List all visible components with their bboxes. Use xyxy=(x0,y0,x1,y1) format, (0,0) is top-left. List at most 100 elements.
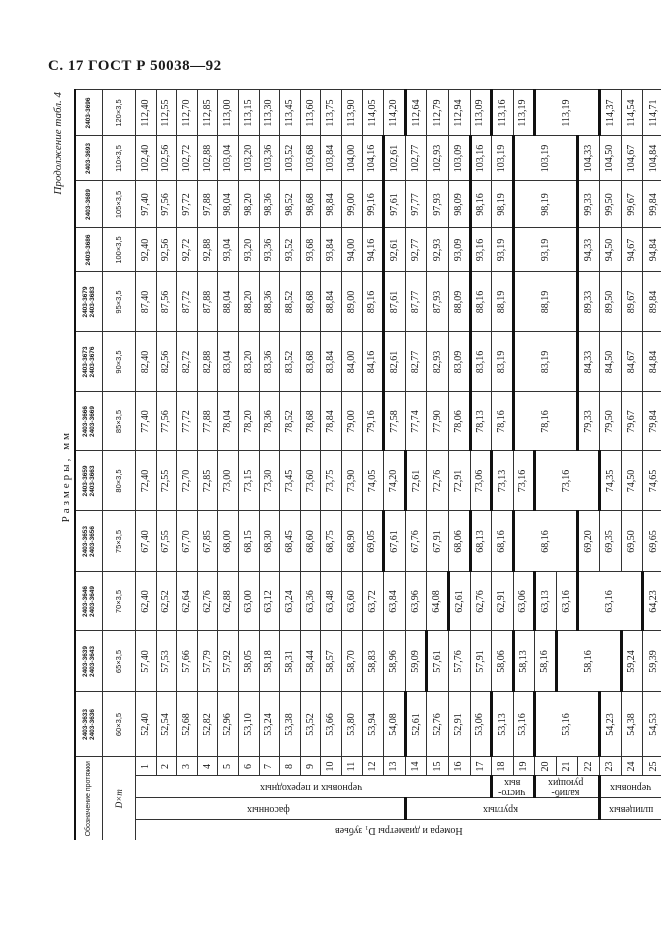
table-caption: Продолжение табл. 4 xyxy=(52,92,64,195)
diameter-cell: 98,52 xyxy=(279,181,301,228)
diameter-cell: 72,91 xyxy=(448,451,470,511)
row-number: 6 xyxy=(238,757,260,776)
diameter-cell: 113,16 xyxy=(491,90,514,136)
diameter-cell: 112,55 xyxy=(156,90,177,136)
diameter-cell: 72,55 xyxy=(156,451,177,511)
row-number: 2 xyxy=(156,757,177,776)
table-row: 5 52,96 57,92 62,88 68,00 73,00 78,04 83,04 88,0… xyxy=(217,90,239,840)
table-row: 2 52,54 57,53 62,52 67,55 72,55 77,56 82,56 87,5… xyxy=(156,90,177,840)
diameter-cell: 53,38 xyxy=(279,692,301,757)
diameter-cell: 74,50 xyxy=(621,451,643,511)
diameter-cell: 63,06 xyxy=(513,572,535,631)
designation-code: 2403-3639 xyxy=(81,645,89,678)
diameter-cell: 104,16 xyxy=(362,136,384,181)
merged-diameter-cell: 113,19 xyxy=(534,90,600,136)
diameter-cell: 53,24 xyxy=(259,692,280,757)
column-size: 65×3,5 xyxy=(102,631,136,692)
diameter-cell: 103,16 xyxy=(470,136,492,181)
merged-diameter-cell: 78,16 xyxy=(513,392,578,451)
diameter-cell: 77,90 xyxy=(426,392,449,451)
diameter-cell: 62,52 xyxy=(156,572,177,631)
diameter-cell: 63,00 xyxy=(238,572,260,631)
diameter-cell: 94,16 xyxy=(362,228,384,272)
row-number: 4 xyxy=(197,757,218,776)
size-header-label: D×m xyxy=(102,757,136,840)
column-designation: 2403-3653 2403-3656 xyxy=(75,511,103,572)
column-designation: 2403-3673 2403-3676 xyxy=(75,332,103,392)
column-designation: 2403-3639 2403-3643 xyxy=(75,631,103,692)
diameter-cell: 57,66 xyxy=(176,631,198,692)
diameter-cell: 93,20 xyxy=(238,228,260,272)
column-size: 105×3,5 xyxy=(102,181,136,228)
diameter-cell: 82,88 xyxy=(197,332,218,392)
merged-diameter-cell: 103,19 xyxy=(513,136,578,181)
diameter-cell: 83,09 xyxy=(448,332,470,392)
diameter-cell: 73,06 xyxy=(470,451,492,511)
diameter-cell: 78,36 xyxy=(259,392,280,451)
column-size: 110×3,5 xyxy=(102,136,136,181)
diameter-cell: 79,33 xyxy=(577,392,600,451)
diameter-cell: 67,40 xyxy=(135,511,157,572)
diameter-cell: 84,00 xyxy=(341,332,363,392)
table-row: 25 54,53 59,39 64,23 69,65 74,65 79,84 84,84 89,… xyxy=(642,90,661,840)
dimensions-label: Размеры, мм xyxy=(60,430,72,523)
row-number: 3 xyxy=(176,757,198,776)
designation-code: 2403-3633 xyxy=(81,708,89,741)
tooth-purpose-group-label: черновых xyxy=(610,782,652,793)
diameter-cell: 97,72 xyxy=(176,181,198,228)
diameter-cell: 63,60 xyxy=(341,572,363,631)
diameter-cell: 82,77 xyxy=(405,332,427,392)
row-number: 14 xyxy=(405,757,427,776)
diameter-cell: 62,88 xyxy=(217,572,239,631)
diameter-cell: 84,50 xyxy=(599,332,622,392)
diameter-cell: 93,04 xyxy=(217,228,239,272)
designation-header-label: Обозначение протяжки xyxy=(75,757,103,840)
diameter-cell: 54,23 xyxy=(599,692,622,757)
diameter-cell: 99,33 xyxy=(577,181,600,228)
column-size: 75×3,5 xyxy=(102,511,136,572)
diameter-cell: 83,16 xyxy=(470,332,492,392)
diameter-cell: 79,00 xyxy=(341,392,363,451)
tooth-type-group-label: круглых xyxy=(483,804,519,815)
diameter-cell: 57,53 xyxy=(156,631,177,692)
column-designation: 2403-3659 2403-3663 xyxy=(75,451,103,511)
page-header: С. 17 ГОСТ Р 50038—92 xyxy=(48,58,222,74)
designation-code: 2403-3696 xyxy=(85,97,93,129)
diameter-cell: 98,36 xyxy=(259,181,280,228)
diameter-cell: 52,61 xyxy=(405,692,427,757)
teeth-label: Номера и диаметры D₁ зубьев xyxy=(334,825,463,837)
row-number: 8 xyxy=(279,757,301,776)
diameter-cell: 68,15 xyxy=(238,511,260,572)
column-designation: 2403-3679 2403-3683 xyxy=(75,272,103,332)
diameter-cell: 98,19 xyxy=(491,181,514,228)
column-designation: 2403-3666 2403-3669 xyxy=(75,392,103,451)
diameter-cell: 68,75 xyxy=(320,511,342,572)
diameter-cell: 92,77 xyxy=(405,228,427,272)
column-designation: 2403-3686 xyxy=(75,228,103,272)
tooth-type-group: шлицевых xyxy=(599,798,661,820)
diameter-cell: 53,94 xyxy=(362,692,384,757)
diameter-cell: 52,54 xyxy=(156,692,177,757)
diameter-cell: 62,40 xyxy=(135,572,157,631)
diameter-cell: 53,06 xyxy=(470,692,492,757)
diameter-cell: 57,61 xyxy=(426,631,449,692)
diameter-cell: 67,70 xyxy=(176,511,198,572)
diameter-cell: 113,00 xyxy=(217,90,239,136)
tooth-purpose-group-label: калиб- рующих xyxy=(547,777,584,798)
diameter-cell: 52,96 xyxy=(217,692,239,757)
diameter-cell: 67,55 xyxy=(156,511,177,572)
designation-code: 2403-3669 xyxy=(89,405,96,438)
diameter-cell: 79,16 xyxy=(362,392,384,451)
diameter-cell: 78,20 xyxy=(238,392,260,451)
tooth-purpose-group: чисто- вых xyxy=(491,776,535,798)
diameter-cell: 52,76 xyxy=(426,692,449,757)
diameter-cell: 72,76 xyxy=(426,451,449,511)
diameter-cell: 97,56 xyxy=(156,181,177,228)
row-number: 17 xyxy=(470,757,492,776)
diameter-cell: 103,20 xyxy=(238,136,260,181)
diameter-cell: 103,36 xyxy=(259,136,280,181)
designation-code: 2403-3643 xyxy=(89,645,96,678)
designation-header-row: Обозначение протяжки 2403-3633 2403-3636 24… xyxy=(75,90,103,840)
diameter-cell: 69,50 xyxy=(621,511,643,572)
diameter-cell: 63,84 xyxy=(383,572,406,631)
